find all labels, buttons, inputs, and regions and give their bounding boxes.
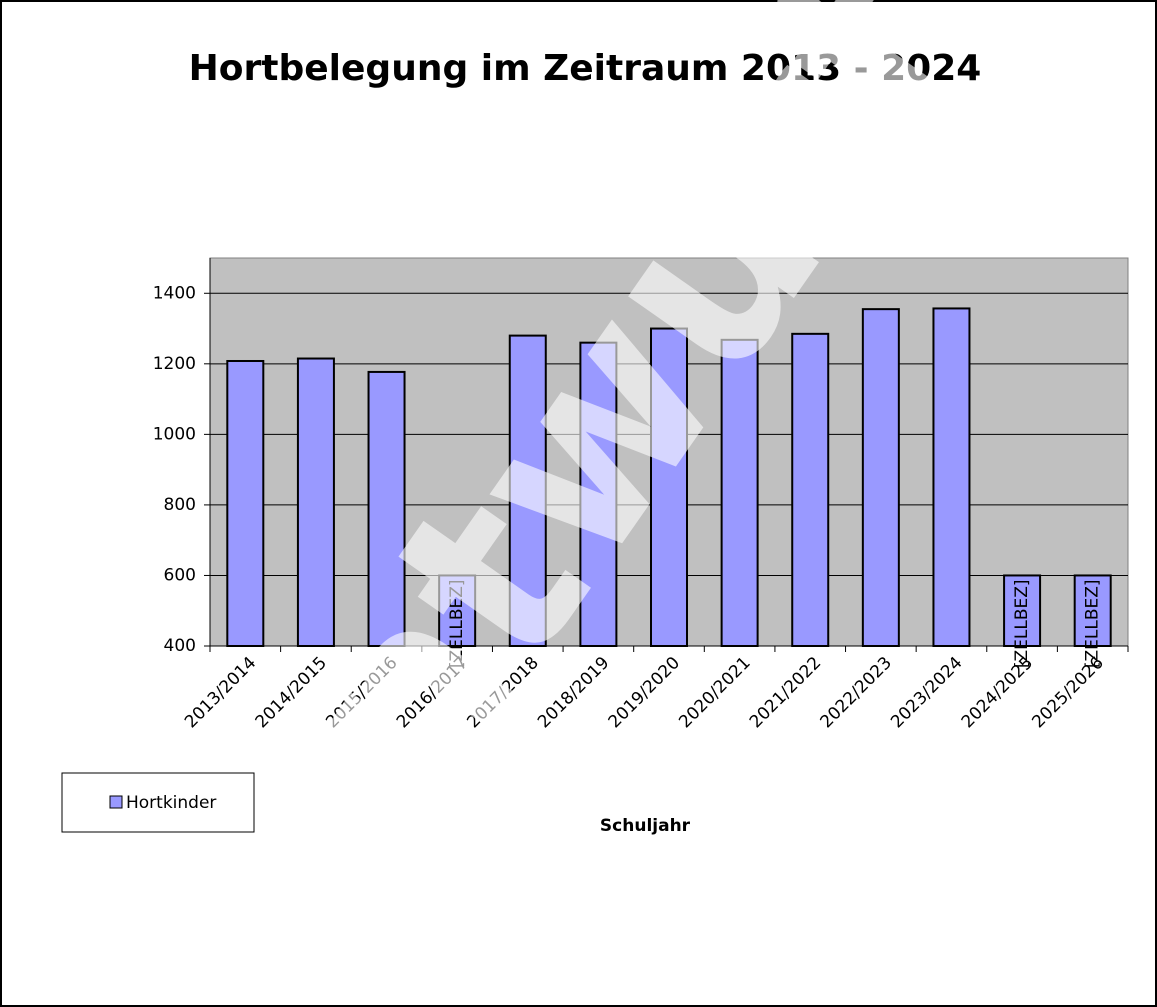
bar <box>791 332 830 647</box>
y-tick-label: 1400 <box>153 283 196 303</box>
x-axis-label: Schuljahr <box>600 816 691 836</box>
bar <box>579 341 618 647</box>
bar <box>861 308 900 647</box>
y-tick-label: 600 <box>164 565 196 585</box>
y-tick-label: 1000 <box>153 424 196 444</box>
legend-label: Hortkinder <box>126 793 216 813</box>
bar <box>508 334 547 647</box>
bar <box>296 357 335 647</box>
data-label: [ZELLBEZ] <box>447 579 467 668</box>
bar <box>932 307 971 647</box>
chart-title: Hortbelegung im Zeitraum 2013 - 2024 <box>189 48 982 89</box>
bar <box>367 370 406 647</box>
bar <box>1003 574 1042 647</box>
bar <box>650 327 688 647</box>
y-tick-label: 400 <box>164 636 196 656</box>
y-tick-label: 800 <box>164 495 196 515</box>
bar <box>438 574 477 647</box>
data-label: [ZELLBEZ] <box>1012 579 1032 668</box>
bar <box>1073 574 1112 647</box>
data-label: [ZELLBEZ] <box>1083 579 1103 668</box>
bar <box>720 338 759 647</box>
y-tick-label: 1200 <box>153 354 196 374</box>
legend-box <box>61 772 255 833</box>
legend-swatch <box>109 795 123 809</box>
bar <box>226 359 265 647</box>
